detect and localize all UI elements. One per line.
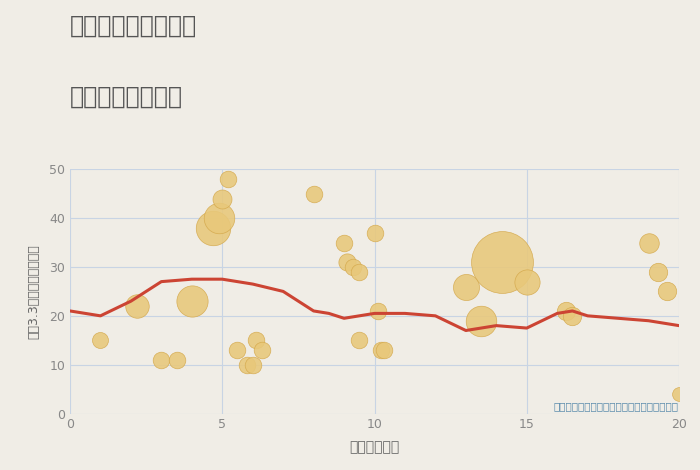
Point <box>156 356 167 364</box>
X-axis label: 駅距離（分）: 駅距離（分） <box>349 440 400 454</box>
Point <box>662 288 673 295</box>
Point <box>186 298 197 305</box>
Point <box>217 195 228 202</box>
Point <box>232 346 243 354</box>
Point <box>567 312 578 320</box>
Point <box>247 361 258 368</box>
Point <box>561 307 572 315</box>
Text: 円の大きさは、取引のあった物件面積を示す: 円の大きさは、取引のあった物件面積を示す <box>554 401 679 411</box>
Point <box>354 268 365 275</box>
Text: 駅距離別土地価格: 駅距離別土地価格 <box>70 85 183 109</box>
Point <box>241 361 252 368</box>
Point <box>461 283 472 290</box>
Point <box>375 346 386 354</box>
Point <box>652 268 664 275</box>
Point <box>369 229 380 236</box>
Point <box>497 258 508 266</box>
Point <box>223 175 234 183</box>
Point <box>342 258 353 266</box>
Point <box>95 337 106 344</box>
Point <box>643 239 655 246</box>
Point <box>207 224 218 232</box>
Point <box>475 317 486 324</box>
Point <box>250 337 261 344</box>
Point <box>256 346 267 354</box>
Point <box>171 356 182 364</box>
Text: 千葉県成田市大沼の: 千葉県成田市大沼の <box>70 14 197 38</box>
Point <box>354 337 365 344</box>
Point <box>214 214 225 222</box>
Point <box>132 302 143 310</box>
Point <box>348 263 359 271</box>
Point <box>521 278 532 285</box>
Point <box>673 390 685 398</box>
Point <box>339 239 350 246</box>
Y-axis label: 平（3.3㎡）単価（万円）: 平（3.3㎡）単価（万円） <box>28 244 41 339</box>
Point <box>372 307 383 315</box>
Point <box>378 346 389 354</box>
Point <box>308 190 319 197</box>
